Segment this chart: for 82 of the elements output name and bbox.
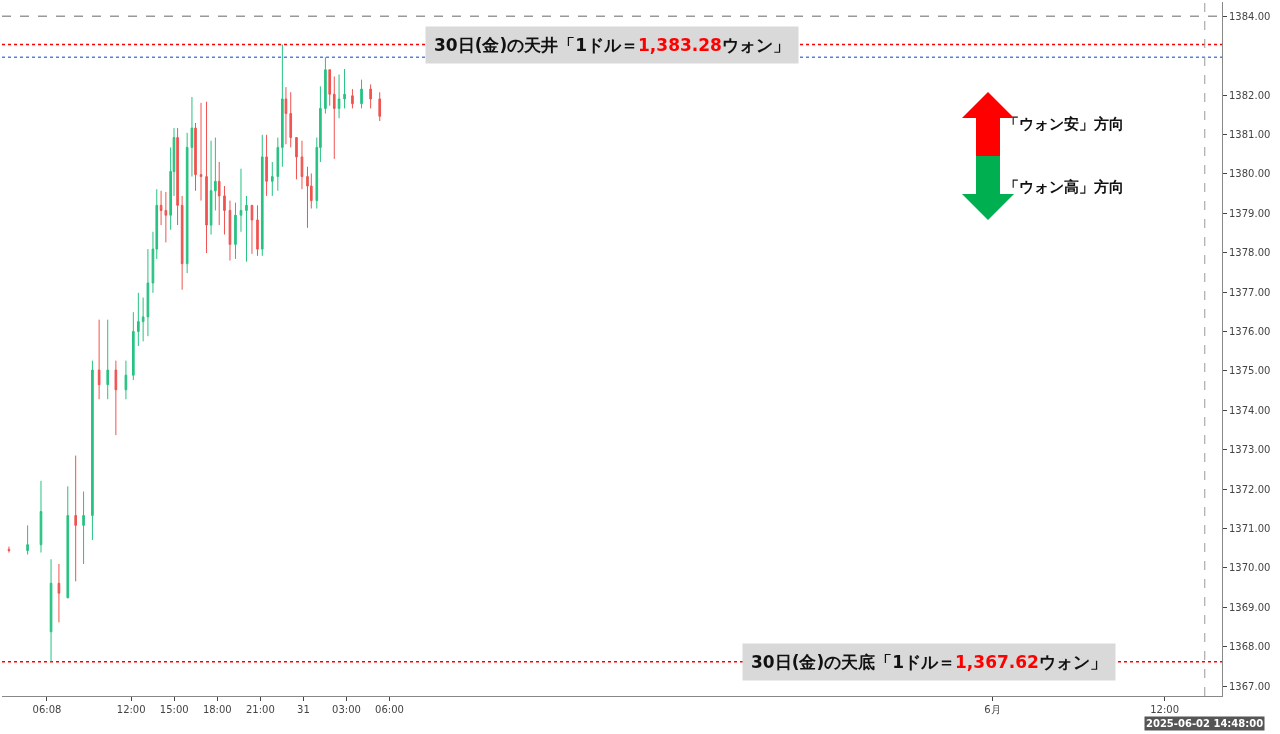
candlestick xyxy=(228,200,232,262)
candlestick xyxy=(284,86,288,145)
candlestick xyxy=(114,360,118,436)
candlestick xyxy=(82,490,85,565)
y-tick-label: 1384.00 xyxy=(1229,10,1271,22)
candlestick xyxy=(57,563,61,623)
y-tick-label: 1381.00 xyxy=(1229,128,1271,140)
candlestick xyxy=(124,360,128,400)
candlestick xyxy=(378,91,382,122)
x-tick-label: 03:00 xyxy=(332,704,361,715)
candlestick xyxy=(337,74,341,119)
candlestick xyxy=(256,204,259,257)
candlestick xyxy=(7,546,11,554)
y-tick-label: 1374.00 xyxy=(1229,404,1271,416)
candlestick xyxy=(176,127,179,226)
candlestick xyxy=(74,455,77,582)
y-tick-label: 1372.00 xyxy=(1229,483,1271,495)
candlestick xyxy=(199,102,203,202)
x-tick-label: 12:00 xyxy=(116,704,146,715)
candlestick xyxy=(324,56,327,115)
candlestick xyxy=(137,292,140,347)
candlestick xyxy=(360,79,363,109)
y-tick-label: 1377.00 xyxy=(1229,286,1271,298)
candlestick xyxy=(91,360,94,541)
ref-line-label: 30日(金)の天底「1ドル＝1,367.62ウォン」 xyxy=(751,652,1107,672)
candlestick xyxy=(132,311,135,381)
y-tick-label: 1371.00 xyxy=(1229,523,1271,535)
candlestick xyxy=(351,88,354,109)
x-tick-label: 6月 xyxy=(984,704,1001,715)
y-tick-label: 1370.00 xyxy=(1229,562,1271,574)
candlestick xyxy=(328,69,332,107)
candlestick xyxy=(217,161,221,226)
candlestick xyxy=(49,558,53,663)
candlestick xyxy=(164,191,168,243)
ref-line-label: 30日(金)の天井「1ドル＝1,383.28ウォン」 xyxy=(434,35,790,55)
x-tick-label: 18:00 xyxy=(202,704,232,715)
candlestick xyxy=(295,137,298,180)
y-tick-label: 1380.00 xyxy=(1229,168,1271,180)
candlestick xyxy=(276,137,280,192)
annotation: 「ウォン安」方向 xyxy=(1004,115,1124,133)
candlestick xyxy=(26,524,29,556)
x-tick-label: 31 xyxy=(297,704,310,715)
candlestick xyxy=(39,480,43,554)
ref-line-label: 2025-06-02 14:48:00 xyxy=(1146,718,1264,729)
candlestick xyxy=(180,195,184,291)
y-tick-label: 1368.00 xyxy=(1229,641,1271,653)
y-tick-label: 1373.00 xyxy=(1229,444,1271,456)
candlestick xyxy=(205,101,208,254)
x-tick-label: 21:00 xyxy=(245,704,275,715)
candlestick xyxy=(106,319,110,400)
candlestick xyxy=(265,134,268,197)
candlestick xyxy=(332,75,336,160)
y-tick-label: 1375.00 xyxy=(1229,365,1271,377)
candlestick xyxy=(245,195,248,263)
x-tick-label: 15:00 xyxy=(159,704,189,715)
x-tick-label: 06:00 xyxy=(375,704,404,715)
x-tick-label: 06:08 xyxy=(32,704,62,715)
candlestick xyxy=(289,91,293,148)
candlestick xyxy=(209,140,213,236)
candlestick xyxy=(300,140,304,190)
y-tick-label: 1369.00 xyxy=(1229,601,1271,613)
candlestick xyxy=(234,202,237,260)
candlestick xyxy=(239,168,243,233)
candlestick xyxy=(223,185,226,236)
candlestick xyxy=(146,248,150,337)
candlestick xyxy=(194,122,197,192)
candlestick xyxy=(306,166,309,229)
y-tick-label: 1367.00 xyxy=(1229,680,1271,692)
candlestick xyxy=(97,319,101,400)
candlestick xyxy=(343,68,346,109)
y-tick-label: 1382.00 xyxy=(1229,89,1271,101)
candlestick xyxy=(369,83,372,109)
candlestick xyxy=(260,134,264,257)
x-tick-label: 12:00 xyxy=(1150,704,1179,715)
candlestick xyxy=(250,204,254,255)
y-tick-label: 1379.00 xyxy=(1229,207,1271,219)
candlestick xyxy=(66,485,70,599)
candlestick xyxy=(270,161,274,197)
candlestick xyxy=(281,44,284,168)
y-tick-label: 1378.00 xyxy=(1229,247,1271,259)
annotation: 「ウォン高」方向 xyxy=(1004,178,1124,196)
y-tick-label: 1376.00 xyxy=(1229,325,1271,337)
